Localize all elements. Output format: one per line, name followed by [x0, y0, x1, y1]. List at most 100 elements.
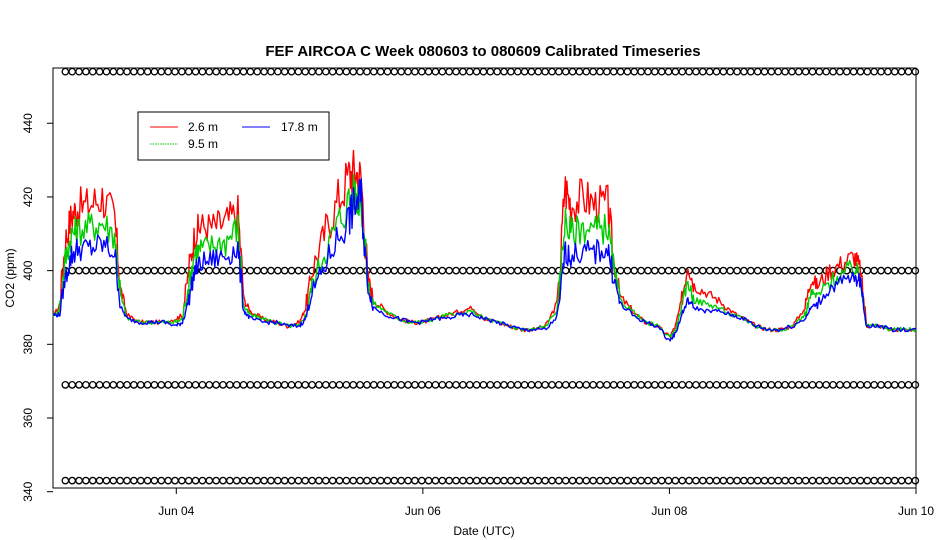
reference-point [178, 380, 186, 389]
reference-point [616, 266, 625, 275]
reference-point [225, 67, 234, 76]
reference-point [740, 380, 748, 389]
reference-point [863, 266, 872, 275]
reference-point [123, 476, 131, 485]
reference-point [390, 380, 399, 389]
reference-point [705, 67, 714, 76]
reference-point [582, 476, 591, 485]
reference-point [712, 266, 721, 275]
reference-point [335, 380, 344, 389]
reference-point [465, 266, 474, 275]
reference-point [431, 476, 440, 485]
reference-point [130, 266, 138, 275]
reference-point [609, 67, 618, 76]
reference-point [904, 380, 913, 389]
reference-point [198, 67, 207, 76]
reference-point [273, 476, 282, 485]
legend-label-9-5m: 9.5 m [188, 137, 218, 151]
x-axis-label: Date (UTC) [453, 524, 514, 538]
reference-point [397, 266, 406, 275]
reference-point [890, 266, 899, 275]
reference-point [774, 380, 783, 389]
reference-point [561, 476, 570, 485]
reference-point [541, 476, 550, 485]
reference-point [856, 67, 865, 76]
reference-point [157, 476, 166, 485]
reference-point [267, 476, 275, 485]
reference-point [822, 380, 831, 389]
legend-label-17-8m: 17.8 m [281, 120, 318, 134]
reference-point [753, 380, 762, 389]
reference-point [267, 380, 275, 389]
reference-point [746, 67, 755, 76]
reference-point [397, 67, 406, 76]
reference-point [459, 67, 467, 76]
reference-point [404, 380, 412, 389]
reference-point [507, 67, 515, 76]
reference-point [246, 380, 255, 389]
reference-point [342, 266, 351, 275]
reference-point [644, 67, 652, 76]
reference-point [555, 476, 563, 485]
reference-point [555, 67, 563, 76]
reference-point [459, 380, 467, 389]
reference-point [335, 266, 344, 275]
reference-point [575, 266, 584, 275]
reference-point [733, 266, 741, 275]
reference-point [383, 67, 392, 76]
reference-point [465, 476, 474, 485]
x-tick-label: Jun 10 [898, 504, 934, 518]
reference-point [794, 266, 803, 275]
reference-point [465, 380, 474, 389]
reference-point [356, 380, 364, 389]
reference-point [445, 380, 454, 389]
reference-point [719, 67, 728, 76]
reference-point [472, 67, 481, 76]
reference-point [349, 266, 358, 275]
reference-point [431, 380, 440, 389]
y-axis: 340 360 380 400 420 440 [21, 113, 53, 502]
reference-point [664, 476, 673, 485]
reference-point [685, 380, 693, 389]
reference-point [534, 67, 543, 76]
reference-point [650, 67, 659, 76]
reference-point [253, 67, 262, 76]
reference-point [829, 476, 837, 485]
reference-point [417, 67, 426, 76]
reference-point [486, 380, 495, 389]
reference-point [548, 380, 556, 389]
reference-point [911, 67, 920, 76]
reference-point [150, 67, 159, 76]
reference-point [781, 67, 789, 76]
y-tick-label: 380 [21, 334, 35, 354]
reference-point [842, 476, 851, 485]
reference-point [911, 476, 920, 485]
reference-point [630, 380, 639, 389]
reference-point [273, 67, 282, 76]
reference-point [253, 476, 262, 485]
reference-point [781, 476, 789, 485]
reference-point [534, 476, 543, 485]
reference-point [520, 380, 529, 389]
reference-point [774, 476, 783, 485]
reference-point [685, 476, 693, 485]
reference-point [143, 266, 152, 275]
reference-point [287, 266, 296, 275]
reference-point [808, 476, 817, 485]
reference-point [767, 476, 776, 485]
reference-point [472, 476, 481, 485]
reference-point [849, 380, 858, 389]
reference-point [225, 380, 234, 389]
reference-point [822, 67, 831, 76]
reference-point [308, 380, 316, 389]
reference-point [198, 380, 207, 389]
reference-point [102, 476, 111, 485]
reference-point [205, 266, 214, 275]
reference-point [102, 266, 111, 275]
reference-point [280, 476, 289, 485]
reference-point [712, 380, 721, 389]
reference-point [445, 476, 454, 485]
reference-point [130, 380, 138, 389]
reference-point [82, 266, 90, 275]
reference-point [431, 67, 440, 76]
